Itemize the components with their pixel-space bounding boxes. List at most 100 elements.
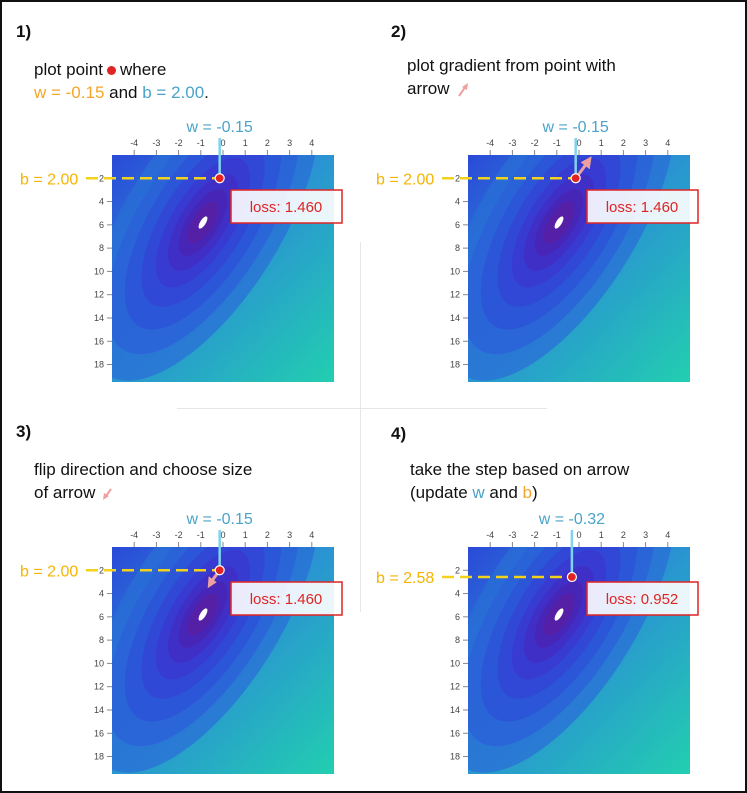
loss-box [230, 581, 343, 616]
caption-b-value: b [522, 483, 532, 502]
x-tick-label: -2 [531, 530, 539, 540]
x-tick-label: 0 [576, 530, 581, 540]
x-tick-label: 4 [309, 530, 314, 540]
x-tick-label: 4 [665, 530, 670, 540]
gradient-arrowhead [580, 156, 592, 170]
caption-text: arrow [407, 79, 450, 98]
x-tick-label: -3 [152, 138, 160, 148]
x-tick-label: -3 [152, 530, 160, 540]
y-tick-label: 16 [450, 728, 460, 738]
minimum-marker [198, 608, 208, 621]
y-tick-label: 6 [99, 220, 104, 230]
y-tick-label: 12 [94, 290, 104, 300]
x-tick-label: 1 [599, 530, 604, 540]
step-arrowhead [207, 576, 217, 589]
y-tick-label: 6 [455, 220, 460, 230]
caption-text: ) [532, 483, 538, 502]
y-tick-label: 18 [94, 360, 104, 370]
x-tick-label: -2 [531, 138, 539, 148]
x-tick-label: 0 [220, 138, 225, 148]
caption-text: plot gradient from point with [407, 56, 616, 75]
y-tick-label: 16 [94, 336, 104, 346]
y-tick-label: 8 [455, 635, 460, 645]
caption-w-value: w = -0.15 [34, 83, 105, 102]
x-tick-label: 3 [643, 138, 648, 148]
x-tick-label: -3 [508, 530, 516, 540]
x-tick-label: 2 [265, 138, 270, 148]
divider-horizontal [177, 408, 547, 409]
y-tick-label: 16 [94, 728, 104, 738]
y-tick-label: 12 [450, 682, 460, 692]
x-tick-label: -1 [553, 530, 561, 540]
panel-number: 4) [391, 424, 407, 443]
y-tick-label: 18 [450, 360, 460, 370]
x-tick-label: 2 [265, 530, 270, 540]
x-tick-label: -4 [130, 138, 138, 148]
y-tick-label: 8 [99, 635, 104, 645]
loss-value-label: loss: 1.460 [606, 199, 679, 216]
red-point-icon [107, 65, 116, 75]
x-tick-label: -3 [508, 138, 516, 148]
y-tick-label: 4 [455, 589, 460, 599]
x-tick-label: -4 [486, 138, 494, 148]
current-point [214, 565, 225, 576]
loss-value-label: loss: 1.460 [250, 591, 323, 608]
panel-1: 1) plot point where w = -0.15 and b = 2.0… [2, 2, 374, 398]
y-tick-label: 14 [450, 705, 460, 715]
y-tick-label: 2 [99, 565, 104, 575]
b-value-label: b = 2.00 [376, 171, 434, 188]
x-tick-label: -1 [553, 138, 561, 148]
y-tick-label: 6 [455, 612, 460, 622]
caption-text: of arrow [34, 483, 96, 502]
y-tick-label: 18 [94, 752, 104, 762]
b-value-label: b = 2.58 [376, 570, 434, 587]
caption-text: plot point [34, 60, 103, 79]
y-tick-label: 2 [455, 565, 460, 575]
x-tick-label: -2 [175, 138, 183, 148]
x-tick-label: -4 [486, 530, 494, 540]
panel-number: 2) [391, 22, 407, 41]
x-tick-label: 4 [309, 138, 314, 148]
x-tick-label: -2 [175, 530, 183, 540]
current-point [566, 571, 577, 583]
y-tick-label: 4 [99, 197, 104, 207]
y-tick-label: 6 [99, 612, 104, 622]
w-value-label: w = -0.15 [186, 511, 253, 528]
x-tick-label: 3 [287, 138, 292, 148]
y-tick-label: 2 [455, 173, 460, 183]
panel-2: 2) plot gradient from point with arrow -… [358, 2, 730, 398]
x-tick-label: 1 [599, 138, 604, 148]
panel-4: 4) take the step based on arrow (update … [358, 394, 730, 790]
panel-caption: take the step based on arrow (update w a… [410, 458, 629, 504]
y-tick-label: 18 [450, 752, 460, 762]
caption-text: take the step based on arrow [410, 460, 630, 479]
minimum-marker [198, 216, 208, 229]
y-tick-label: 14 [94, 705, 104, 715]
x-tick-label: 0 [576, 138, 581, 148]
minimum-marker [554, 216, 564, 229]
y-tick-label: 10 [450, 658, 460, 668]
caption-text: and [489, 483, 518, 502]
x-tick-label: 0 [220, 530, 225, 540]
panel-caption: flip direction and choose size of arrow [34, 458, 252, 504]
loss-value-label: loss: 0.952 [606, 591, 679, 608]
panel-number: 1) [16, 22, 32, 41]
loss-box [230, 189, 343, 224]
w-value-label: w = -0.15 [186, 119, 253, 136]
x-tick-label: -1 [197, 530, 205, 540]
b-value-label: b = 2.00 [20, 171, 78, 188]
current-point [570, 173, 581, 184]
panel-caption: plot gradient from point with arrow [407, 54, 616, 100]
y-tick-label: 14 [450, 313, 460, 323]
current-point [214, 173, 225, 184]
x-tick-label: -4 [130, 530, 138, 540]
y-tick-label: 12 [450, 290, 460, 300]
caption-text: . [204, 83, 209, 102]
y-tick-label: 10 [94, 658, 104, 668]
w-value-label: w = -0.32 [538, 511, 605, 528]
y-tick-label: 12 [94, 682, 104, 692]
